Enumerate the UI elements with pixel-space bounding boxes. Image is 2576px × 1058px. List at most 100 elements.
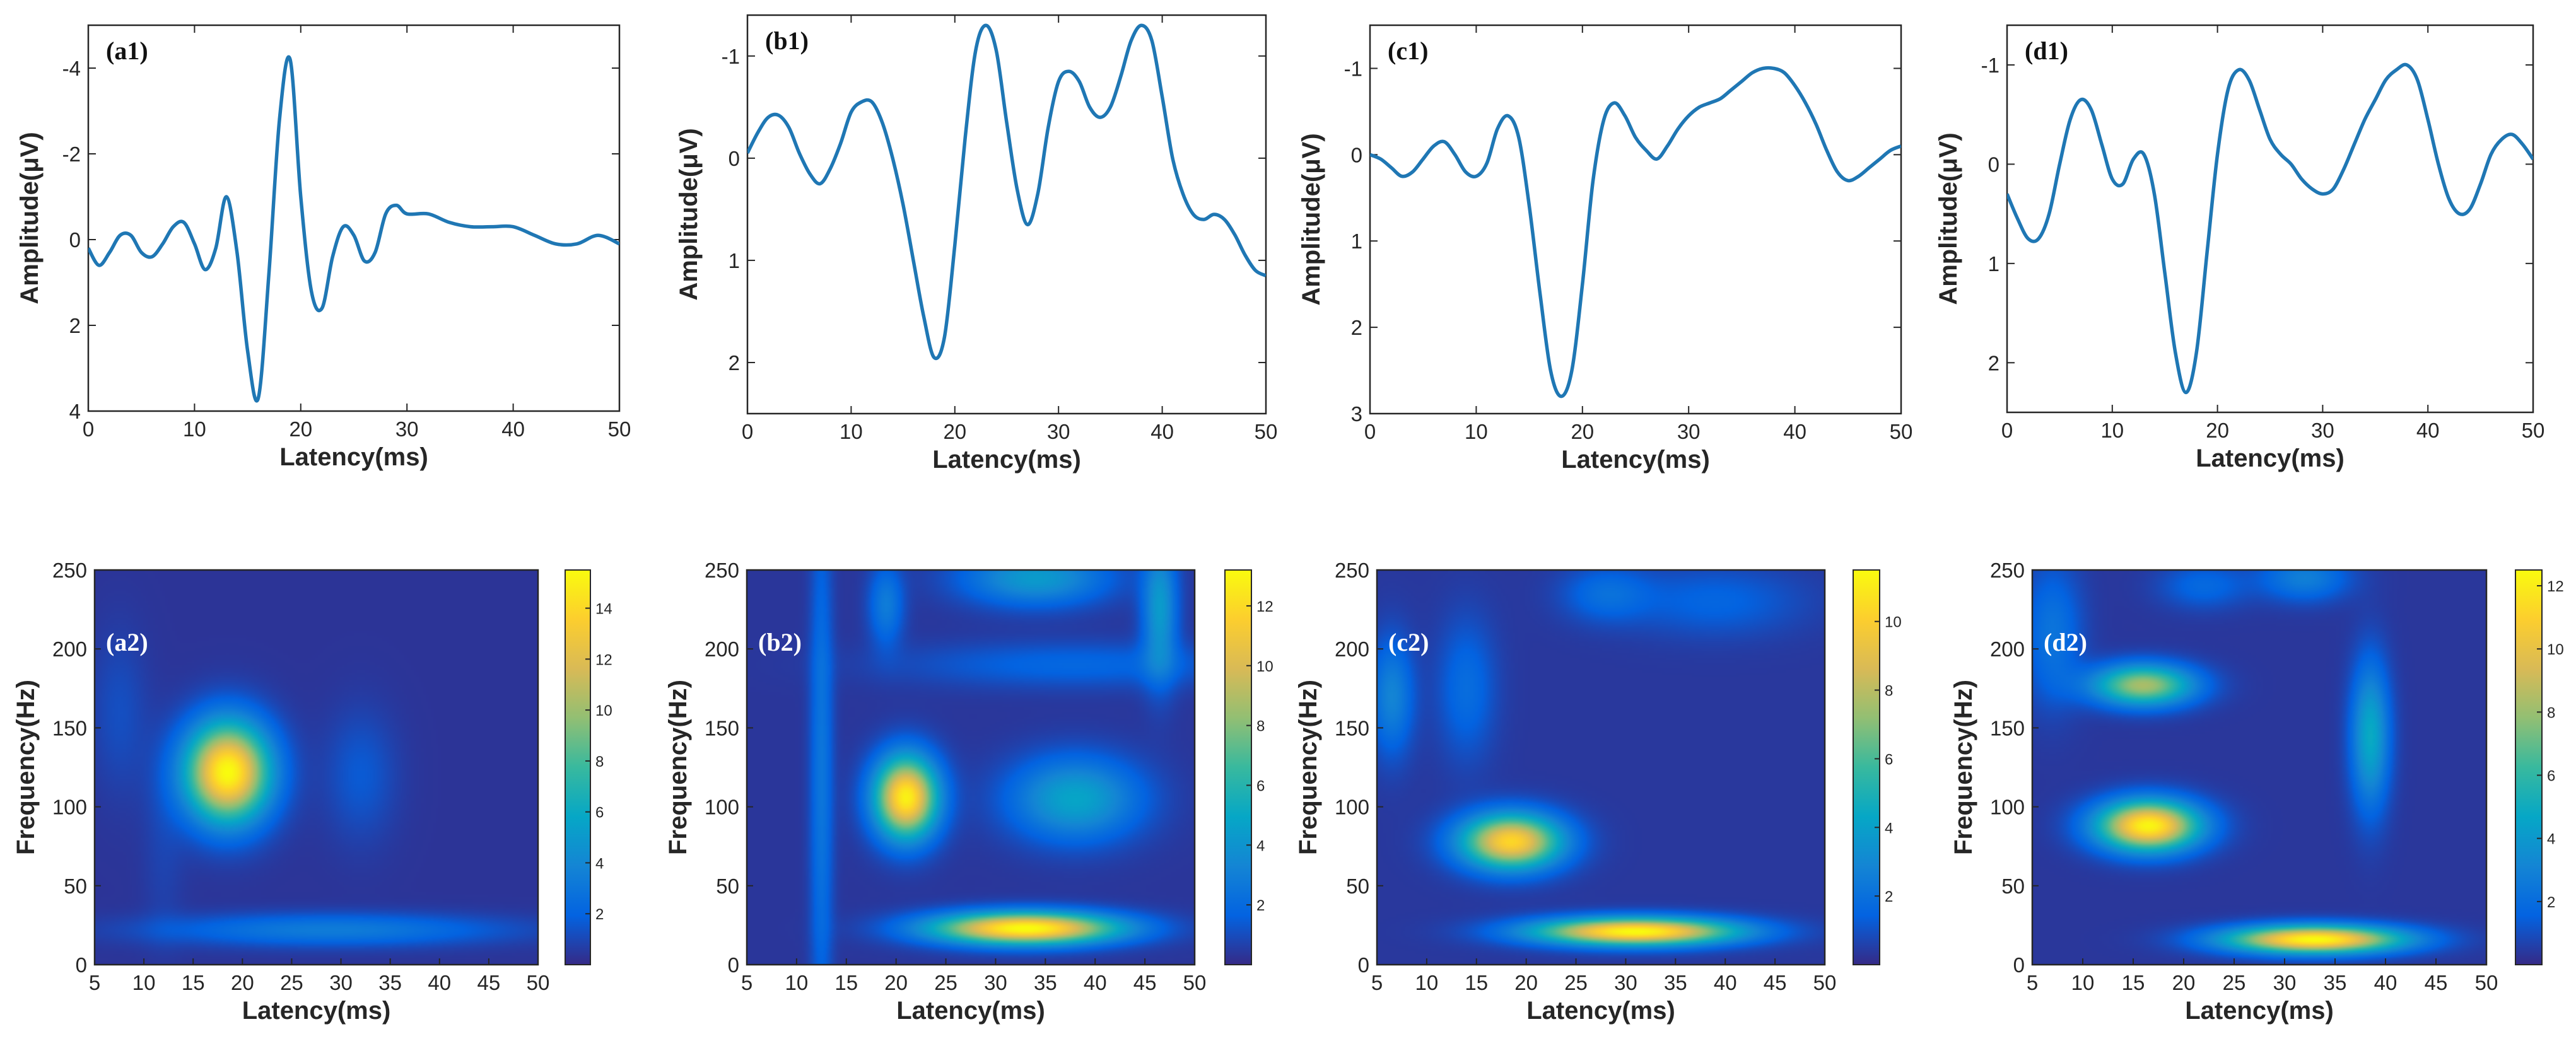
y-tick-label: 50 [2001, 875, 2025, 898]
colorbar-tick-label: 2 [595, 906, 604, 923]
x-tick-label: 30 [984, 971, 1007, 994]
x-tick-label: 20 [289, 417, 312, 441]
heatmap-image-b2 [747, 570, 1195, 965]
x-axis-title: Latency(ms) [1526, 997, 1675, 1025]
panel-label: (d1) [2025, 37, 2068, 65]
panel-label: (b1) [765, 26, 809, 55]
y-tick-label: 200 [1335, 637, 1369, 661]
x-tick-label: 0 [742, 420, 753, 443]
y-tick-label: 100 [1990, 796, 2025, 819]
y-tick-label: -1 [1981, 54, 1999, 77]
y-tick-label: 0 [76, 953, 87, 977]
x-tick-label: 50 [608, 417, 631, 441]
x-tick-label: 25 [2223, 971, 2246, 994]
y-tick-label: 2 [1988, 351, 1999, 375]
x-tick-label: 50 [1255, 420, 1278, 443]
colorbar-tick-label: 12 [2547, 578, 2564, 595]
y-axis-title: Amplitude(μV) [675, 128, 703, 300]
colorbar-tick-label: 2 [2547, 894, 2555, 911]
x-axis-title: Latency(ms) [2185, 997, 2334, 1025]
series-line-b1 [747, 23, 1266, 361]
y-tick-label: 150 [1990, 716, 2025, 740]
y-tick-label: 100 [52, 796, 87, 819]
y-tick-label: -2 [62, 142, 81, 166]
x-axis-title: Latency(ms) [242, 997, 391, 1025]
y-tick-label: 50 [716, 875, 739, 898]
y-axis-title: Amplitude(μV) [1297, 133, 1325, 305]
colorbar-tick-label: 10 [1256, 658, 1273, 675]
colorbar-gradient [2515, 569, 2543, 965]
x-tick-label: 40 [501, 417, 525, 441]
x-tick-label: 10 [785, 971, 809, 994]
x-tick-label: 20 [2206, 419, 2229, 442]
x-tick-label: 0 [83, 417, 94, 441]
x-axis-title: Latency(ms) [1561, 446, 1710, 474]
x-tick-label: 10 [840, 420, 863, 443]
panel-b1: 0 10 20 30 40 50 -1 0 1 2 Latency(ms) Amplitude(μV)… [675, 14, 1278, 474]
x-tick-label: 40 [1783, 420, 1806, 443]
x-tick-label: 30 [2311, 419, 2334, 442]
y-tick-label: 0 [728, 953, 739, 977]
axes-frame [2031, 569, 2488, 966]
y-tick-label: 0 [1351, 143, 1362, 166]
x-tick-label: 45 [1133, 971, 1157, 994]
y-tick-label: 0 [729, 147, 740, 170]
panel-b2: 5 10 15 20 25 30 35 40 45 50 0 50 100 150 200 250 Latenc… [664, 559, 1273, 1025]
colorbar-tick-label: 8 [1885, 683, 1893, 700]
y-tick-label: 1 [1988, 252, 1999, 276]
x-tick-label: 50 [1890, 420, 1913, 443]
x-tick-label: 30 [1614, 971, 1637, 994]
x-tick-label: 25 [934, 971, 957, 994]
colorbar-c2: 2 4 6 8 10 [1853, 569, 1902, 965]
x-tick-label: 10 [2100, 419, 2124, 442]
y-tick-label: 150 [705, 716, 739, 740]
colorbar-tick-label: 2 [1885, 888, 1893, 905]
x-tick-label: 5 [2027, 971, 2038, 994]
x-tick-label: 30 [1677, 420, 1701, 443]
heatmap-image-c2 [1377, 570, 1825, 965]
x-axis-title: Latency(ms) [932, 446, 1081, 474]
y-tick-label: -4 [62, 57, 81, 80]
x-tick-label: 20 [2172, 971, 2196, 994]
heatmap-image-a2 [95, 570, 538, 965]
panel-label: (c2) [1388, 628, 1429, 656]
axes-frame [93, 569, 539, 966]
axes-frame [746, 569, 1196, 966]
y-tick-label: 4 [69, 400, 81, 423]
x-tick-label: 10 [1415, 971, 1439, 994]
colorbar-d2: 2 4 6 8 10 12 [2515, 569, 2564, 965]
heatmap-image-d2 [2032, 570, 2486, 965]
x-tick-label: 35 [1034, 971, 1057, 994]
y-tick-label: 250 [705, 559, 739, 582]
colorbar-tick-label: 10 [595, 702, 612, 719]
y-tick-label: 1 [729, 249, 740, 272]
colorbar-gradient [1224, 569, 1252, 965]
y-tick-label: 50 [64, 875, 87, 898]
y-tick-label: 1 [1351, 230, 1362, 253]
x-tick-label: 25 [1564, 971, 1588, 994]
y-tick-label: 0 [2013, 953, 2025, 977]
x-tick-label: 45 [477, 971, 501, 994]
x-tick-label: 15 [182, 971, 205, 994]
x-tick-label: 50 [527, 971, 550, 994]
y-tick-label: 100 [705, 796, 739, 819]
y-tick-label: 250 [52, 559, 87, 582]
colorbar-tick-label: 4 [2547, 831, 2555, 848]
x-tick-label: 50 [1813, 971, 1837, 994]
x-tick-label: 35 [378, 971, 402, 994]
x-tick-label: 0 [2001, 419, 2013, 442]
colorbar-tick-label: 8 [595, 753, 604, 770]
x-tick-label: 40 [2374, 971, 2397, 994]
x-tick-label: 10 [132, 971, 156, 994]
colorbar-tick-label: 12 [595, 651, 612, 668]
colorbar-tick-label: 4 [1885, 820, 1893, 837]
colorbar-gradient [1853, 569, 1880, 965]
y-tick-label: 200 [52, 637, 87, 661]
panel-label: (d2) [2044, 628, 2087, 656]
y-tick-label: 100 [1335, 796, 1369, 819]
colorbar-tick-label: 6 [1256, 777, 1265, 794]
x-tick-label: 10 [1465, 420, 1488, 443]
panel-label: (a2) [106, 628, 148, 656]
colorbar-tick-label: 2 [1256, 897, 1265, 914]
